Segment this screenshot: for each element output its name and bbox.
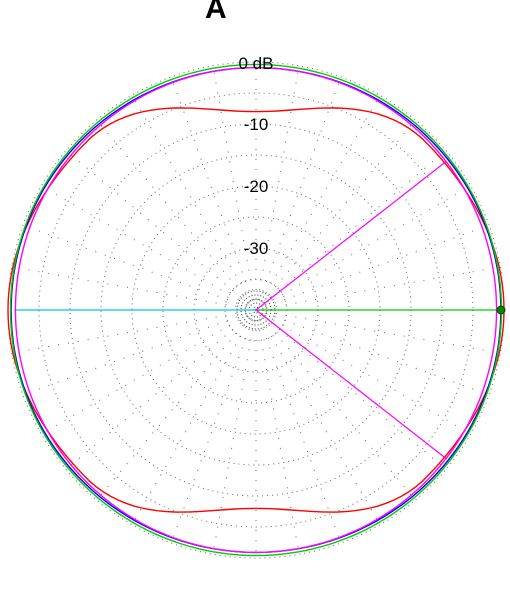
grid-spoke (131, 309, 257, 526)
series-curve (7, 107, 505, 513)
grid-spoke (11, 309, 257, 354)
chart-header-letter: A (205, 0, 227, 25)
grid-spoke (40, 309, 257, 435)
radial-tick-label: 0 dB (239, 54, 274, 73)
grid-spoke (255, 185, 472, 311)
grid-spoke (22, 309, 257, 396)
grid-spoke (255, 309, 416, 501)
reference-line (255, 309, 447, 460)
grid-spoke (255, 94, 381, 311)
grid-spoke (96, 309, 257, 501)
series-curve (14, 66, 498, 554)
grid-spoke (255, 309, 501, 354)
grid-spoke (96, 119, 257, 311)
reference-lines (14, 160, 498, 460)
grid-spoke (131, 94, 257, 311)
radial-tick-label: -30 (244, 239, 269, 258)
grid-spoke (255, 309, 447, 470)
grid-spoke (65, 309, 257, 470)
radial-tick-label: -10 (244, 115, 269, 134)
grid-spoke (212, 309, 257, 555)
grid-spoke (22, 224, 257, 311)
series-curve (9, 63, 503, 557)
grid-spoke (255, 266, 501, 311)
grid-spoke (40, 185, 257, 311)
grid-spoke (65, 150, 257, 311)
reference-line (255, 160, 447, 311)
grid-spoke (255, 309, 381, 526)
grid-spoke (255, 150, 447, 311)
grid-spoke (255, 309, 472, 435)
radial-tick-labels: 0 dB -10 -20 -30 (239, 54, 274, 258)
grid-spoke (255, 309, 300, 555)
radial-tick-label: -20 (244, 177, 269, 196)
pattern-series (7, 63, 505, 557)
marker-dot (496, 305, 506, 315)
grid-spoke (11, 266, 257, 311)
grid-spoke (255, 309, 490, 396)
markers (496, 305, 506, 315)
